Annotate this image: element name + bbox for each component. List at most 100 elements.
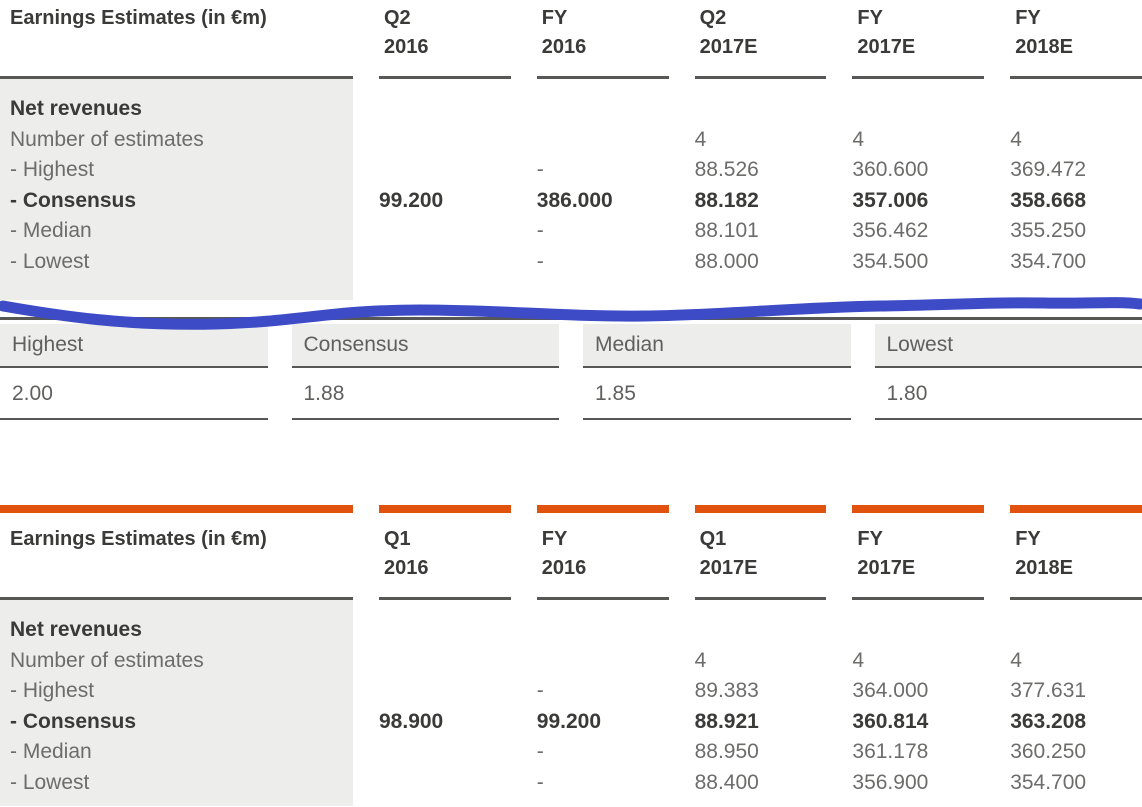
row-label: Net revenues — [10, 97, 142, 120]
cell: 4 — [1010, 648, 1022, 672]
cell: 386.000 — [536, 188, 613, 212]
cell — [852, 615, 984, 646]
value-column-fy-2017e: 4 364.000 360.814 361.178 356.900 — [852, 600, 984, 806]
column-header: FY 2018E — [1010, 0, 1142, 79]
cell: 355.250 — [1010, 219, 1087, 242]
summary-label: Median — [583, 324, 851, 368]
cell: 361.178 — [852, 740, 929, 763]
cell — [852, 94, 984, 125]
cell — [695, 615, 827, 646]
summary-box-highest: Highest 2.00 — [0, 324, 268, 420]
cell — [379, 155, 511, 186]
cell: 363.208 — [1010, 709, 1087, 733]
row-label: - Consensus — [10, 188, 137, 212]
cell: 360.600 — [852, 158, 929, 181]
cell — [695, 94, 827, 125]
table-header-row: Earnings Estimates (in €m) Q2 2016 FY 20… — [0, 0, 1142, 79]
summary-label: Highest — [0, 324, 268, 368]
cell: 354.700 — [1010, 770, 1087, 794]
column-header: Q2 2016 — [379, 0, 511, 79]
cell: 88.921 — [694, 709, 759, 733]
cell: 358.668 — [1010, 188, 1087, 212]
cell: 88.000 — [694, 249, 759, 273]
cell — [379, 125, 511, 156]
table-title: Earnings Estimates (in €m) — [0, 505, 353, 600]
cell: 354.500 — [852, 249, 929, 273]
summary-label: Lowest — [874, 324, 1142, 368]
cell — [1010, 94, 1142, 125]
cell — [379, 768, 511, 799]
cell — [379, 94, 511, 125]
cell: 88.182 — [694, 188, 759, 212]
cell: 4 — [1010, 127, 1022, 151]
cell: 4 — [852, 127, 865, 151]
summary-box-consensus: Consensus 1.88 — [291, 324, 559, 420]
cell: 88.101 — [694, 219, 759, 242]
table-body: Net revenues Number of estimates - Highe… — [0, 79, 1142, 300]
cell — [1010, 615, 1142, 646]
summary-box-median: Median 1.85 — [583, 324, 851, 420]
cell — [379, 247, 511, 278]
cell: 4 — [694, 648, 707, 672]
row-label: Number of estimates — [10, 648, 204, 672]
value-column-q1-2017e: 4 89.383 88.921 88.950 88.400 — [695, 600, 827, 806]
cell: 364.000 — [852, 679, 929, 702]
cell: 4 — [852, 648, 865, 672]
cell: 88.400 — [694, 770, 759, 794]
value-column-fy-2018e: 4 369.472 358.668 355.250 354.700 — [1010, 79, 1142, 300]
table-title: Earnings Estimates (in €m) — [0, 0, 353, 79]
value-column-q2-2016: 99.200 — [379, 79, 511, 300]
cell: - — [536, 158, 544, 181]
cell — [537, 615, 669, 646]
row-label-column: Net revenues Number of estimates - Highe… — [0, 79, 353, 300]
cell: 357.006 — [852, 188, 929, 212]
eps-summary-strip: Highest 2.00 Consensus 1.88 Median 1.85 … — [0, 324, 1142, 420]
summary-label: Consensus — [291, 324, 559, 368]
column-header: Q1 2017E — [694, 505, 827, 600]
column-header: FY 2017E — [852, 0, 985, 79]
summary-value: 1.80 — [874, 368, 1142, 420]
earnings-table-q1: Earnings Estimates (in €m) Q1 2016 FY 20… — [0, 505, 1142, 806]
value-column-q1-2016: 98.900 — [379, 600, 511, 806]
value-column-fy-2016: - 386.000 - - — [537, 79, 669, 300]
value-column-q2-2017e: 4 88.526 88.182 88.101 88.000 — [695, 79, 827, 300]
summary-box-lowest: Lowest 1.80 — [874, 324, 1142, 420]
column-header: Q1 2016 — [379, 505, 511, 600]
cell: 4 — [694, 127, 707, 151]
cell: 360.250 — [1010, 740, 1087, 763]
row-label: Net revenues — [10, 618, 142, 641]
column-header: Q2 2017E — [694, 0, 827, 79]
cell — [379, 646, 511, 677]
cell: 98.900 — [379, 709, 444, 733]
cell: - — [536, 679, 544, 702]
cell: 89.383 — [694, 679, 759, 702]
cell — [379, 737, 511, 768]
summary-value: 2.00 — [0, 368, 268, 420]
column-header: FY 2016 — [536, 0, 669, 79]
value-column-fy-2016: - 99.200 - - — [537, 600, 669, 806]
cell: 369.472 — [1010, 158, 1087, 181]
cell — [379, 615, 511, 646]
earnings-table-q2: Earnings Estimates (in €m) Q2 2016 FY 20… — [0, 0, 1142, 300]
row-label: - Consensus — [10, 709, 137, 733]
row-label: - Median — [10, 219, 92, 242]
value-column-fy-2018e: 4 377.631 363.208 360.250 354.700 — [1010, 600, 1142, 806]
cell — [537, 94, 669, 125]
cell: 99.200 — [536, 709, 602, 733]
cell — [537, 125, 669, 156]
cell: 88.526 — [694, 158, 759, 181]
cell — [379, 216, 511, 247]
row-label: Number of estimates — [10, 127, 204, 151]
cell: 360.814 — [852, 709, 929, 733]
table-body: Net revenues Number of estimates - Highe… — [0, 600, 1142, 806]
value-column-fy-2017e: 4 360.600 357.006 356.462 354.500 — [852, 79, 984, 300]
cell: - — [536, 249, 544, 273]
summary-value: 1.85 — [583, 368, 851, 420]
row-label: - Highest — [10, 679, 95, 702]
cell — [379, 676, 511, 707]
row-label: - Lowest — [10, 249, 90, 273]
cell: - — [536, 770, 544, 794]
cell: 377.631 — [1010, 679, 1087, 702]
cell: - — [536, 740, 544, 763]
